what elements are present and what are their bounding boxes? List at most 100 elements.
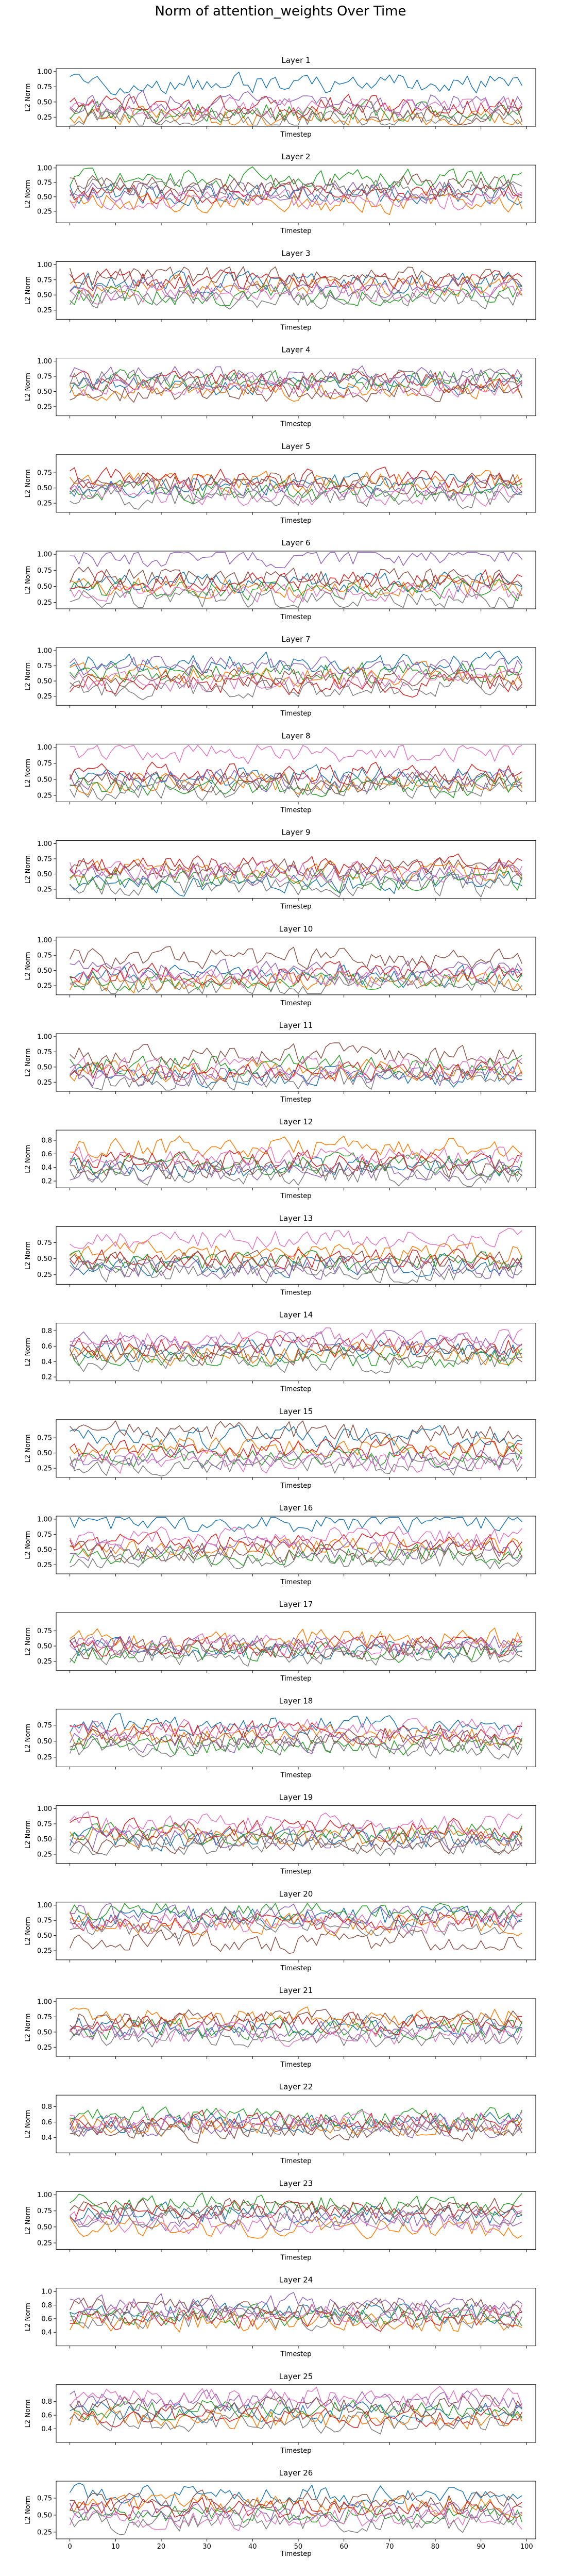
series-line-3 bbox=[69, 2399, 523, 2421]
series-line-6 bbox=[69, 2298, 523, 2319]
y-tick-label: 1.00 bbox=[37, 68, 52, 76]
subplot-layer-4: Layer 4 0.25 0.50 0.75 1.00 Timestep L2 Norm bbox=[24, 345, 536, 428]
y-axis-label: L2 Norm bbox=[24, 1145, 32, 1173]
series-line-5 bbox=[69, 1329, 522, 1354]
y-tick-label: 0.2 bbox=[41, 1178, 52, 1186]
y-tick-label: 1.00 bbox=[37, 164, 52, 172]
series-line-7 bbox=[69, 1146, 523, 1169]
x-axis-label: Timestep bbox=[280, 1482, 312, 1490]
y-tick-label: 1.00 bbox=[37, 1805, 52, 1813]
subplot-layer-1: Layer 1 0.25 0.50 0.75 1.00 Timestep L2 Norm bbox=[24, 56, 536, 139]
series-line-8 bbox=[70, 1067, 522, 1091]
subplot-title: Layer 24 bbox=[279, 2275, 313, 2285]
y-tick-label: 0.75 bbox=[37, 276, 52, 284]
x-axis-label: Timestep bbox=[280, 1386, 312, 1393]
x-axis-label: Timestep bbox=[280, 2550, 312, 2558]
x-axis-label: Timestep bbox=[280, 806, 312, 814]
y-axis-label: L2 Norm bbox=[24, 759, 32, 787]
series-line-8 bbox=[70, 1349, 522, 1374]
y-tick-label: 1.0 bbox=[41, 2288, 52, 2296]
series-line-6 bbox=[70, 1728, 522, 1750]
y-tick-label: 0.50 bbox=[37, 583, 52, 591]
series-line-8 bbox=[69, 1735, 523, 1760]
y-tick-label: 0.4 bbox=[41, 1358, 52, 1366]
series-line-5 bbox=[70, 1903, 522, 1925]
series-line-7 bbox=[69, 1526, 522, 1549]
axes-frame bbox=[56, 1419, 536, 1478]
axes-frame bbox=[56, 454, 536, 513]
y-tick-label: 0.25 bbox=[37, 599, 52, 607]
series-line-4 bbox=[69, 2109, 523, 2133]
subplot-layer-21: Layer 21 0.25 0.50 0.75 1.00 Timestep L2 Norm bbox=[24, 1986, 536, 2069]
y-axis-label: L2 Norm bbox=[24, 1724, 32, 1752]
series-line-8 bbox=[70, 1259, 522, 1284]
series-line-5 bbox=[70, 1255, 522, 1280]
series-line-2 bbox=[70, 1135, 522, 1160]
subplot-title: Layer 9 bbox=[281, 828, 310, 837]
series-line-6 bbox=[70, 1636, 522, 1660]
x-axis-label: Timestep bbox=[280, 324, 312, 331]
series-line-3 bbox=[70, 2017, 523, 2041]
y-axis-label: L2 Norm bbox=[24, 469, 32, 497]
x-axis-label: Timestep bbox=[280, 1578, 312, 1586]
axes-frame bbox=[56, 840, 536, 899]
y-tick-label: 0.25 bbox=[37, 1658, 52, 1666]
subplot-title: Layer 13 bbox=[279, 1214, 313, 1223]
series-line-2 bbox=[69, 2311, 522, 2333]
y-tick-label: 1.00 bbox=[37, 261, 52, 269]
series-line-6 bbox=[70, 664, 523, 689]
series-line-7 bbox=[70, 2021, 523, 2047]
series-line-7 bbox=[70, 1228, 522, 1250]
y-tick-label: 1.00 bbox=[37, 647, 52, 655]
series-line-8 bbox=[69, 289, 522, 310]
subplot-title: Layer 19 bbox=[279, 1793, 313, 1802]
x-tick-label: 50 bbox=[294, 2543, 303, 2551]
y-tick-label: 0.4 bbox=[41, 1164, 52, 1172]
series-line-3 bbox=[70, 2192, 522, 2216]
subplot-layer-16: Layer 16 0.25 0.50 0.75 1.00 Timestep L2 Norm bbox=[24, 1503, 536, 1586]
subplot-title: Layer 21 bbox=[279, 1986, 313, 1995]
y-tick-label: 1.00 bbox=[37, 744, 52, 752]
y-tick-label: 0.75 bbox=[37, 1239, 52, 1247]
y-tick-label: 0.50 bbox=[37, 1738, 52, 1746]
series-line-7 bbox=[70, 375, 523, 398]
series-line-6 bbox=[69, 1929, 522, 1954]
y-tick-label: 0.50 bbox=[37, 1836, 52, 1843]
series-line-4 bbox=[70, 671, 522, 698]
y-tick-label: 1.00 bbox=[37, 840, 52, 848]
y-axis-label: L2 Norm bbox=[24, 662, 32, 691]
axes-frame bbox=[56, 1516, 536, 1574]
series-line-1 bbox=[70, 1424, 522, 1451]
y-tick-label: 0.25 bbox=[37, 1271, 52, 1279]
y-tick-label: 0.75 bbox=[37, 2207, 52, 2215]
series-line-6 bbox=[70, 173, 522, 198]
series-line-6 bbox=[70, 2198, 522, 2220]
series-line-7 bbox=[69, 583, 523, 603]
subplot-layer-23: Layer 23 0.25 0.50 0.75 1.00 Timestep L2 Norm bbox=[24, 2179, 536, 2262]
subplot-layer-15: Layer 15 0.25 0.50 0.75 Timestep L2 Norm bbox=[24, 1407, 536, 1490]
subplot-layer-13: Layer 13 0.25 0.50 0.75 Timestep L2 Norm bbox=[24, 1214, 536, 1297]
series-line-5 bbox=[70, 2292, 522, 2316]
series-line-6 bbox=[70, 2395, 523, 2418]
y-tick-label: 0.25 bbox=[37, 1561, 52, 1569]
subplot-layer-5: Layer 5 0.25 0.50 0.75 Timestep L2 Norm bbox=[24, 442, 536, 525]
axes-frame bbox=[56, 1129, 536, 1188]
y-tick-label: 0.4 bbox=[41, 2425, 52, 2433]
subplot-title: Layer 20 bbox=[279, 1889, 313, 1899]
series-line-5 bbox=[70, 2020, 522, 2043]
y-axis-label: L2 Norm bbox=[24, 1338, 32, 1366]
y-axis-label: L2 Norm bbox=[24, 373, 32, 401]
y-tick-label: 0.8 bbox=[41, 2103, 52, 2111]
x-tick-label: 30 bbox=[202, 2543, 211, 2551]
series-line-6 bbox=[70, 381, 523, 403]
y-tick-label: 0.25 bbox=[37, 114, 52, 122]
y-tick-label: 0.50 bbox=[37, 2029, 52, 2036]
x-axis-label: Timestep bbox=[280, 131, 312, 139]
x-tick-label: 10 bbox=[111, 2543, 120, 2551]
y-tick-label: 0.75 bbox=[37, 1917, 52, 1925]
series-line-5 bbox=[70, 2209, 522, 2233]
subplot-layer-6: Layer 6 0.25 0.50 0.75 1.00 Timestep L2 Norm bbox=[24, 538, 536, 621]
series-line-6 bbox=[70, 1042, 522, 1067]
y-axis-label: L2 Norm bbox=[24, 1531, 32, 1559]
series-line-4 bbox=[69, 1531, 522, 1554]
